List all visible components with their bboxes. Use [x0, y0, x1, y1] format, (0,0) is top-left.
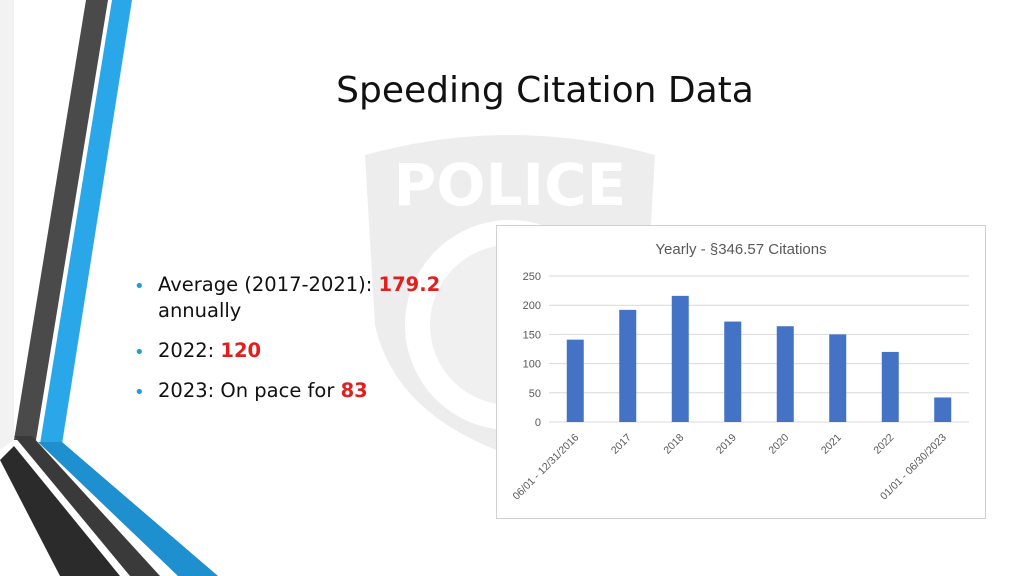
bullet-average: • Average (2017-2021): 179.2 annually: [132, 272, 472, 324]
x-tick-label: 2021: [819, 432, 844, 457]
bullet-2023-value: 83: [340, 379, 368, 402]
x-tick-label: 2019: [714, 432, 739, 457]
x-tick-label: 06/01 - 12/31/2016: [511, 432, 582, 503]
bullet-dot-icon: •: [134, 382, 145, 403]
y-tick-label: 200: [523, 300, 541, 312]
bullet-2022-value: 120: [220, 339, 262, 362]
bullet-2023-prefix: 2023: On pace for: [158, 379, 341, 402]
bar: [619, 309, 637, 422]
slide-title: Speeding Citation Data: [336, 70, 754, 111]
x-tick-label: 2018: [661, 432, 686, 457]
bullet-2022: • 2022: 120: [132, 338, 472, 364]
y-tick-label: 150: [523, 329, 541, 341]
y-tick-label: 250: [523, 271, 541, 283]
bullet-average-value: 179.2: [378, 273, 441, 296]
bullet-average-suffix: annually: [158, 299, 242, 322]
x-tick-label: 2017: [609, 432, 634, 457]
y-tick-label: 0: [535, 417, 541, 429]
bar: [829, 334, 847, 422]
x-tick-label: 2022: [871, 432, 896, 457]
bar: [881, 351, 899, 422]
y-tick-label: 100: [523, 359, 541, 371]
bullet-dot-icon: •: [134, 342, 145, 363]
bar: [724, 321, 742, 422]
chart-title: Yearly - §346.57 Citations: [655, 241, 826, 258]
bar: [934, 397, 952, 422]
x-tick-label: 2020: [766, 432, 791, 457]
chart-svg: Yearly - §346.57 Citations 0 50 100 150 200 25…: [511, 241, 969, 503]
bullet-dot-icon: •: [134, 276, 145, 297]
citation-chart: Yearly - §346.57 Citations 0 50 100 150 200 25…: [496, 225, 986, 519]
watermark-text: POLICE: [394, 151, 627, 219]
bullet-2022-prefix: 2022:: [158, 339, 221, 362]
bar: [671, 295, 689, 422]
bar: [566, 339, 584, 422]
y-tick-label: 50: [529, 388, 541, 400]
bullet-2023: • 2023: On pace for 83: [132, 378, 472, 404]
bullet-average-prefix: Average (2017-2021):: [158, 273, 379, 296]
bullet-list: • Average (2017-2021): 179.2 annually • …: [132, 272, 472, 418]
bar: [776, 326, 794, 422]
